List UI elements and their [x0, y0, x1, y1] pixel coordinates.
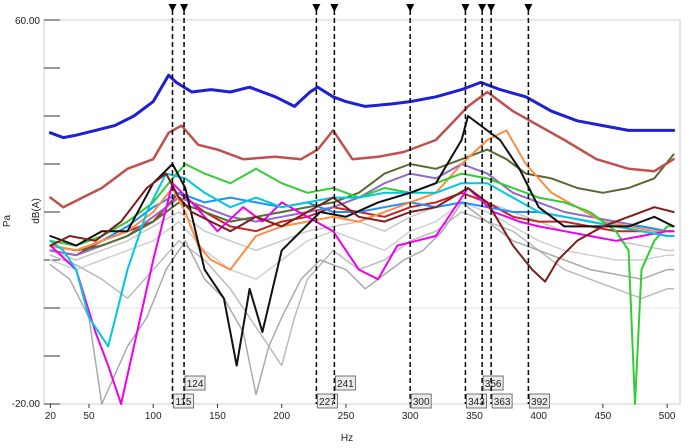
marker-label: 124 — [187, 379, 204, 390]
marker-layer[interactable]: 115124227241300343356363392 — [168, 4, 550, 409]
x-tick-label: 100 — [145, 411, 162, 422]
x-tick-label: 400 — [530, 411, 547, 422]
series-layer — [48, 73, 676, 405]
series-line — [49, 148, 675, 252]
series-line — [49, 115, 675, 367]
series-line — [49, 201, 675, 405]
marker-label: 241 — [337, 379, 354, 390]
marker-label-box — [316, 393, 338, 409]
x-tick-label: 500 — [659, 411, 676, 422]
x-tick-label: 20 — [45, 411, 57, 422]
marker-label: 356 — [485, 379, 502, 390]
marker-label: 227 — [319, 397, 336, 408]
x-tick-label: 150 — [209, 411, 226, 422]
marker-label-box — [482, 375, 504, 391]
series-line — [49, 172, 675, 283]
marker-handle-icon[interactable] — [312, 4, 321, 12]
x-tick-label: 350 — [466, 411, 483, 422]
marker-label-box — [491, 393, 513, 409]
marker-label-box — [410, 393, 432, 409]
marker-handle-icon[interactable] — [461, 4, 470, 12]
marker-label-box — [528, 393, 550, 409]
marker-label-box — [334, 375, 356, 391]
marker-label-box — [184, 375, 206, 391]
x-tick-label: 200 — [273, 411, 290, 422]
series-line — [49, 201, 675, 280]
x-tick-label: 50 — [83, 411, 95, 422]
series-line — [49, 163, 675, 405]
series-line — [48, 73, 676, 140]
marker-handle-icon[interactable] — [487, 4, 496, 12]
marker-handle-icon[interactable] — [168, 4, 177, 12]
y-axis-label-pa: Pa — [2, 214, 13, 227]
x-tick-label: 450 — [595, 411, 612, 422]
marker-label: 343 — [468, 397, 485, 408]
marker-label: 300 — [413, 397, 430, 408]
x-tick-label: 300 — [402, 411, 419, 422]
y-tick-label-bottom: -20.00 — [12, 399, 41, 410]
y-tick-label-top: 60.00 — [15, 16, 40, 27]
series-line — [49, 182, 675, 405]
marker-handle-icon[interactable] — [524, 4, 533, 12]
series-line — [49, 90, 675, 209]
series-line — [49, 163, 675, 257]
series-line — [49, 129, 675, 271]
x-tick-label: 250 — [338, 411, 355, 422]
marker-handle-icon[interactable] — [330, 4, 339, 12]
marker-handle-icon[interactable] — [478, 4, 487, 12]
x-axis-label: Hz — [341, 433, 353, 444]
marker-handle-icon[interactable] — [406, 4, 415, 12]
marker-handle-icon[interactable] — [180, 4, 189, 12]
marker-label: 363 — [494, 397, 511, 408]
marker-label: 392 — [531, 397, 548, 408]
y-axis-label-dba: dB(A) — [31, 198, 42, 224]
